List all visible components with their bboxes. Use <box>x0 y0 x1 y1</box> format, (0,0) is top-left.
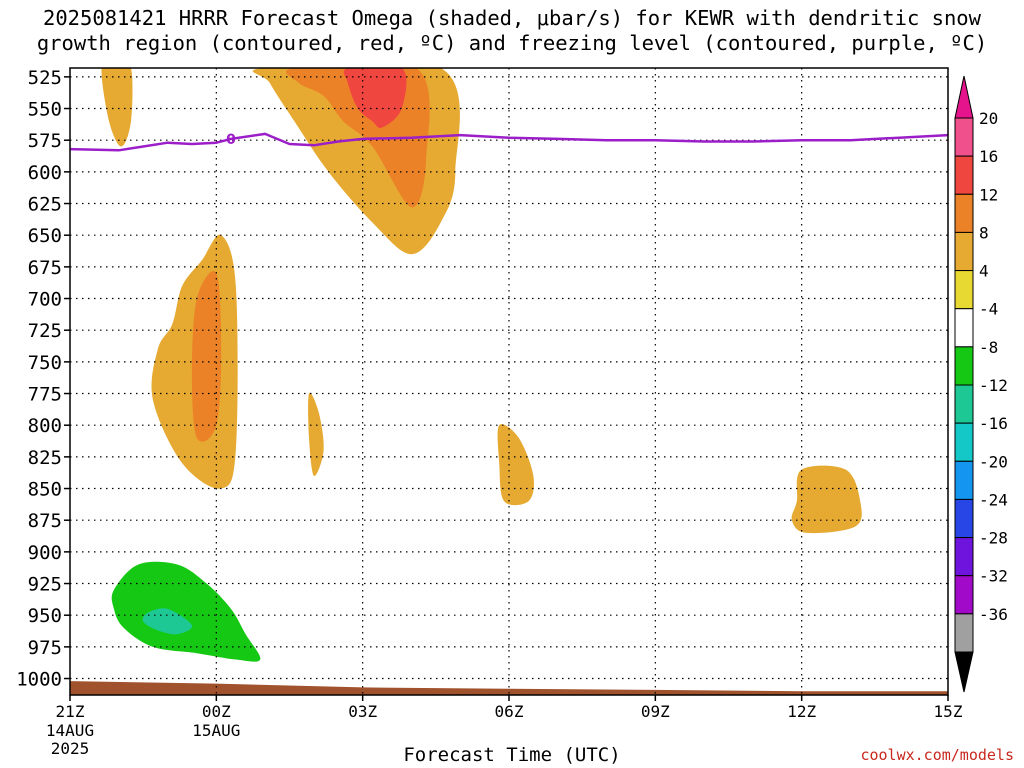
colorbar-label: -32 <box>979 567 1008 586</box>
x-tick-label: 06Z <box>495 702 524 721</box>
colorbar-label: 20 <box>979 109 998 128</box>
x-tick-label: 12Z <box>787 702 816 721</box>
y-tick-label: 625 <box>28 194 62 216</box>
y-tick-label: 875 <box>28 510 62 532</box>
colorbar-bin <box>954 384 974 424</box>
x-tick-sublabel: 2025 <box>51 739 90 758</box>
colorbar-label: -4 <box>979 300 998 319</box>
colorbar-bin <box>954 575 974 615</box>
freezing-level-line <box>69 132 949 152</box>
colorbar-bin <box>954 308 974 348</box>
omega-shading <box>99 68 862 676</box>
colorbar-label: -20 <box>979 452 1008 471</box>
colorbar-bin <box>954 231 974 272</box>
y-tick-label: 725 <box>28 320 62 342</box>
colorbar-bin <box>954 613 974 653</box>
colorbar-bin <box>954 422 974 462</box>
y-tick-label: 650 <box>28 225 62 247</box>
terrain-surface <box>70 681 948 695</box>
x-tick-label: 09Z <box>641 702 670 721</box>
y-tick-label: 900 <box>28 542 62 564</box>
colorbar-bin <box>954 498 974 539</box>
omega-region-8 <box>497 424 534 506</box>
x-tick-sublabel: 14AUG <box>46 721 94 740</box>
colorbar-label: -8 <box>979 338 998 357</box>
y-tick-label: 550 <box>28 99 62 121</box>
x-axis-label: Forecast Time (UTC) <box>403 744 621 766</box>
colorbar-label: 8 <box>979 223 989 242</box>
colorbar-label: -28 <box>979 529 1008 548</box>
y-tick-label: 925 <box>28 574 62 596</box>
colorbar-bin <box>954 346 974 386</box>
colorbar-bin <box>954 460 974 500</box>
x-tick-label: 21Z <box>56 702 85 721</box>
y-tick-label: 750 <box>28 352 62 374</box>
colorbar-top-arrow <box>954 75 974 119</box>
y-tick-label: 1000 <box>16 669 62 691</box>
colorbar-label: -24 <box>979 490 1008 509</box>
omega-region-4 <box>343 68 407 128</box>
y-tick-label: 600 <box>28 162 62 184</box>
colorbar-bin <box>954 270 974 310</box>
chart-title-line2: growth region (contoured, red, ºC) and f… <box>36 31 988 55</box>
x-tick-label: 00Z <box>202 702 231 721</box>
credit-link[interactable]: coolwx.com/models <box>860 746 1014 764</box>
colorbar-label: -36 <box>979 605 1008 624</box>
omega-region-7 <box>308 392 324 477</box>
x-tick-label: 15Z <box>934 702 963 721</box>
y-tick-label: 700 <box>28 289 62 311</box>
y-tick-label: 950 <box>28 605 62 627</box>
colorbar-label: 4 <box>979 262 989 281</box>
y-tick-label: 850 <box>28 479 62 501</box>
colorbar-bin <box>954 155 974 195</box>
omega-region-9 <box>791 465 862 534</box>
colorbar-label: -12 <box>979 376 1008 395</box>
colorbar-label: 12 <box>979 185 998 204</box>
omega-region-6 <box>191 270 222 442</box>
omega-region-12 <box>374 391 441 629</box>
omega-region-1 <box>101 68 133 147</box>
colorbar-bin <box>954 117 974 157</box>
omega-region-14 <box>111 561 261 662</box>
y-tick-label: 775 <box>28 384 62 406</box>
omega-region-11 <box>457 253 476 352</box>
y-tick-label: 525 <box>28 67 62 89</box>
x-tick-label: 03Z <box>348 702 377 721</box>
colorbar-label: 16 <box>979 147 998 166</box>
y-tick-label: 825 <box>28 447 62 469</box>
y-tick-label: 675 <box>28 257 62 279</box>
y-tick-label: 975 <box>28 637 62 659</box>
colorbar-bin <box>954 193 974 233</box>
chart-title-line1: 2025081421 HRRR Forecast Omega (shaded, … <box>43 6 981 30</box>
y-tick-label: 575 <box>28 130 62 152</box>
x-tick-sublabel: 15AUG <box>192 721 240 740</box>
colorbar-bin <box>954 537 974 577</box>
omega-region-10 <box>257 297 278 486</box>
y-tick-label: 800 <box>28 415 62 437</box>
freezing-level-label: 0 <box>226 132 236 148</box>
colorbar-label: -16 <box>979 414 1008 433</box>
colorbar-bottom-arrow <box>954 651 974 693</box>
